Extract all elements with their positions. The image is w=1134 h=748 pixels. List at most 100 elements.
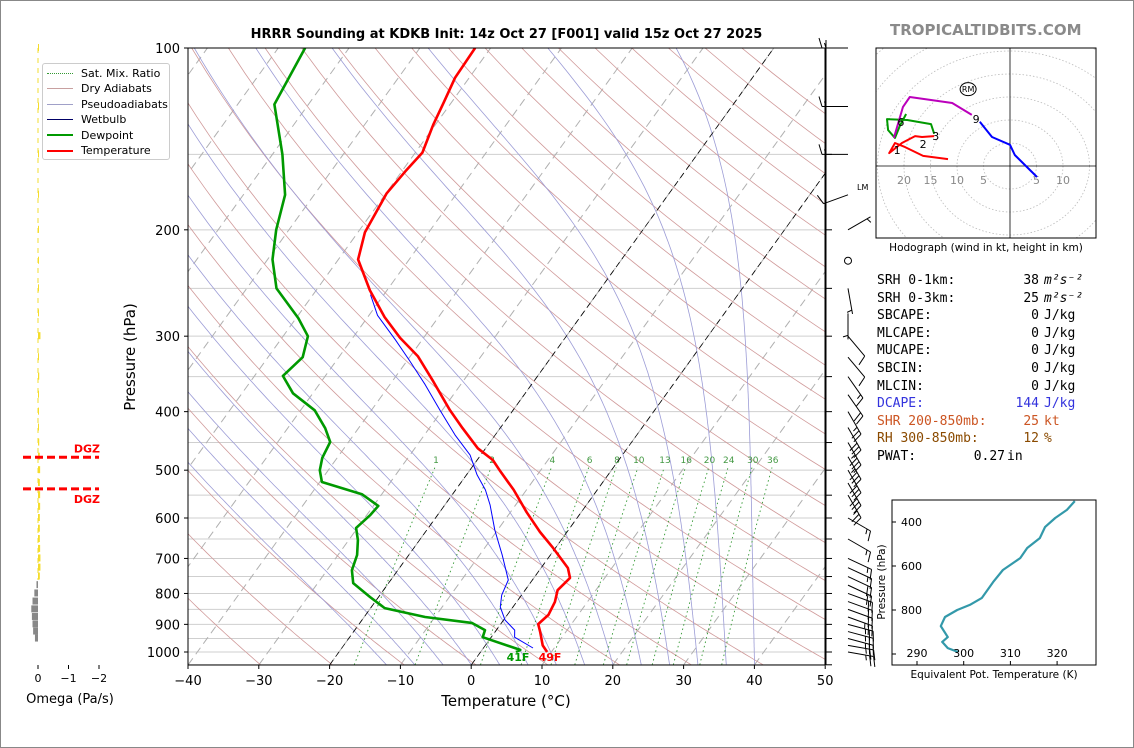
y-tick-label: 200 <box>155 224 180 239</box>
index-unit: J/kg <box>1044 325 1076 341</box>
wind-barb-half-feather <box>851 468 856 473</box>
x-tick-label: 10 <box>534 674 551 689</box>
y-tick-label: 900 <box>155 618 180 633</box>
omega-bar <box>38 284 39 292</box>
omega-bar <box>38 407 39 415</box>
mixing-ratio-label: 4 <box>550 456 556 466</box>
index-unit: J/kg <box>1044 378 1076 394</box>
legend-swatch <box>47 149 73 152</box>
hodograph-height-label: 9 <box>973 113 980 126</box>
y-tick-label: 700 <box>155 552 180 567</box>
wind-barb-feather <box>853 433 862 443</box>
x-tick-label: 30 <box>675 674 692 689</box>
pseudoadiabat <box>188 194 557 665</box>
omega-bar <box>33 627 38 635</box>
wind-barb-half-feather <box>865 648 867 654</box>
mixing-ratio-line <box>699 467 753 665</box>
wind-barb-staff <box>823 194 849 205</box>
wind-barb-half-feather <box>842 334 849 338</box>
hodograph-caption: Hodograph (wind in kt, height in km) <box>889 242 1083 254</box>
wind-barb-half-feather <box>865 549 868 556</box>
omega-bar <box>38 502 41 510</box>
mixing-ratio-line <box>626 467 686 665</box>
wind-barb-feather <box>849 485 858 494</box>
legend-swatch <box>47 72 73 74</box>
mixing-ratio-label: 20 <box>704 456 716 466</box>
pseudoadiabat <box>188 427 416 665</box>
theta-e-x-title: Equivalent Pot. Temperature (K) <box>910 669 1077 681</box>
wind-barb-staff <box>847 638 874 646</box>
calm-wind-circle <box>844 256 852 265</box>
y-tick-label: 400 <box>155 406 180 421</box>
dry-adiabat <box>374 48 825 435</box>
chart-title: HRRR Sounding at KDKB Init: 14z Oct 27 [… <box>250 27 763 42</box>
index-row: SRH 0-3km: 25 m²s⁻² <box>877 291 1097 309</box>
isotherm <box>258 48 704 665</box>
omega-bar <box>36 581 38 589</box>
wind-barb-feather <box>871 602 873 613</box>
wind-barb-staff <box>847 442 862 466</box>
omega-bar <box>38 309 39 317</box>
wind-barb-feather <box>818 144 823 155</box>
index-row: RH 300-850mb: 12% <box>877 431 1097 449</box>
x-axis-title: Temperature (°C) <box>440 692 570 710</box>
dry-adiabat <box>188 345 548 665</box>
wind-barb-feather <box>851 501 860 510</box>
omega-bar <box>38 372 40 380</box>
dry-adiabat <box>264 48 825 543</box>
wind-barb-feather <box>856 415 864 425</box>
omega-bar <box>38 544 41 552</box>
wind-barb-feather <box>869 655 872 667</box>
theta-e-x-tick-label: 290 <box>907 647 928 660</box>
wind-barb-half-feather <box>824 101 827 107</box>
index-label: SHR 200-850mb: <box>877 413 987 429</box>
wind-barb-feather <box>853 449 862 459</box>
wind-barb-feather <box>818 37 823 49</box>
legend-item-pseudoadiabats: Pseudoadiabats <box>47 97 168 111</box>
index-row: DCAPE: 144 J/kg <box>877 396 1097 414</box>
hodograph-segment <box>979 121 1038 178</box>
theta-e-y-title: Pressure (hPa) <box>876 544 888 619</box>
theta-e-y-tick-label: 400 <box>901 516 922 529</box>
index-unit: kt <box>1044 413 1060 429</box>
hodograph-segment <box>886 113 936 139</box>
omega-bar <box>38 438 40 446</box>
brand-watermark: TROPICALTIDBITS.COM <box>890 21 1082 39</box>
dry-adiabat <box>338 48 825 470</box>
index-unit: in <box>1007 448 1023 464</box>
hodograph-frame <box>875 47 1097 239</box>
surface-temperature-label: 49F <box>539 651 562 664</box>
wind-barb-staff <box>847 469 862 493</box>
legend-swatch <box>47 88 73 89</box>
wind-barb-feather <box>851 461 860 470</box>
index-label: MLCIN: <box>877 378 924 394</box>
temperature-line <box>356 48 572 653</box>
omega-bar <box>38 44 39 51</box>
wind-barb-feather <box>849 442 858 452</box>
omega-bar <box>38 190 39 198</box>
isotherm <box>541 271 825 665</box>
theta-e-frame <box>891 499 1097 666</box>
hodograph-ring-label: 15 <box>924 174 938 187</box>
storm-motion-label: RM <box>962 85 975 94</box>
index-row: PWAT: 0.27 in <box>877 449 1097 467</box>
wind-barb-feather <box>867 551 872 563</box>
wind-barb-feather <box>873 649 876 661</box>
wind-barb-feather <box>849 498 858 507</box>
wind-barb-half-feather <box>856 394 862 400</box>
omega-tick-label: −1 <box>60 672 76 685</box>
omega-bar <box>32 597 38 605</box>
hodograph-segment <box>888 135 949 161</box>
index-unit: m²s⁻² <box>1044 290 1084 306</box>
pseudoadiabat <box>188 350 472 665</box>
mixing-ratio-label: 1 <box>433 456 439 466</box>
wind-barb-feather <box>867 530 872 542</box>
y-tick-label: 600 <box>155 512 180 527</box>
wind-barb-half-feather <box>865 528 868 535</box>
index-value: 38 <box>1023 273 1039 288</box>
wind-barb-staff <box>847 427 862 451</box>
index-unit: J/kg <box>1044 343 1076 359</box>
theta-e-x-tick-label: 310 <box>1000 647 1021 660</box>
wind-barb-half-feather <box>846 309 853 313</box>
wind-barb-feather <box>851 513 860 523</box>
